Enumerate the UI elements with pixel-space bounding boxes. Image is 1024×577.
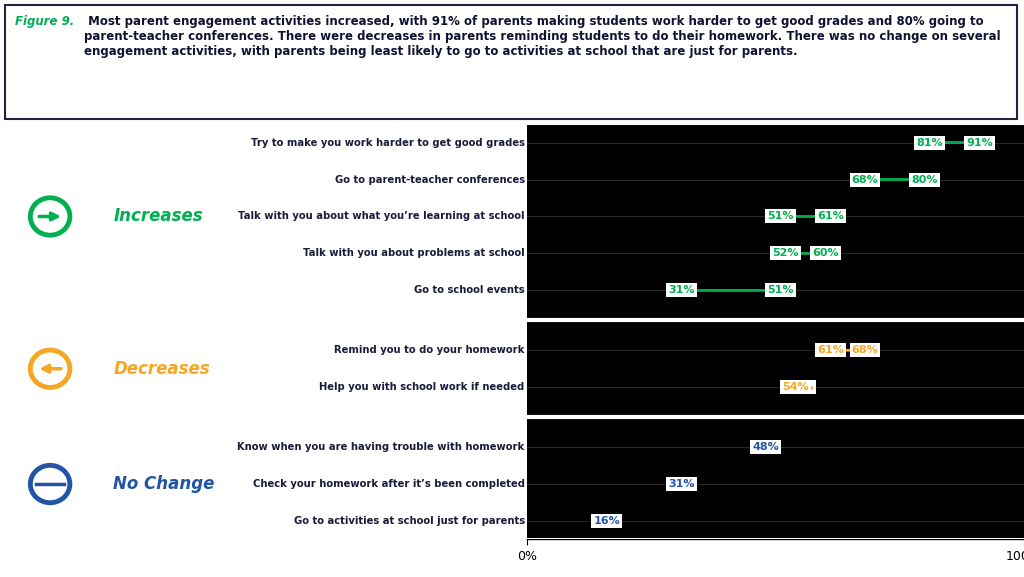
Text: 31%: 31%	[668, 286, 694, 295]
Text: Check your homework after it’s been completed: Check your homework after it’s been comp…	[253, 479, 524, 489]
Text: Go to parent-teacher conferences: Go to parent-teacher conferences	[335, 174, 524, 185]
Text: 91%: 91%	[966, 137, 992, 148]
Text: 61%: 61%	[817, 212, 844, 222]
Text: 31%: 31%	[668, 479, 694, 489]
Text: 81%: 81%	[916, 137, 943, 148]
Text: 51%: 51%	[767, 286, 794, 295]
Text: Try to make you work harder to get good grades: Try to make you work harder to get good …	[251, 137, 524, 148]
Text: 16%: 16%	[594, 516, 621, 526]
Text: 60%: 60%	[812, 249, 839, 258]
Text: Go to activities at school just for parents: Go to activities at school just for pare…	[294, 516, 524, 526]
Text: Decreases: Decreases	[114, 359, 210, 378]
Ellipse shape	[31, 465, 70, 503]
Text: 61%: 61%	[817, 345, 844, 355]
Ellipse shape	[31, 350, 70, 387]
Text: 51%: 51%	[767, 212, 794, 222]
Text: Increases: Increases	[114, 208, 203, 226]
Text: Figure 9.: Figure 9.	[15, 15, 75, 28]
Text: 48%: 48%	[753, 442, 779, 452]
Text: No Change: No Change	[114, 475, 215, 493]
Text: 54%: 54%	[782, 382, 809, 392]
FancyBboxPatch shape	[5, 5, 1017, 119]
Text: 68%: 68%	[852, 345, 879, 355]
Text: Know when you are having trouble with homework: Know when you are having trouble with ho…	[238, 442, 524, 452]
Text: Talk with you about what you’re learning at school: Talk with you about what you’re learning…	[239, 212, 524, 222]
Text: Help you with school work if needed: Help you with school work if needed	[319, 382, 524, 392]
Text: 52%: 52%	[772, 249, 799, 258]
Text: Remind you to do your homework: Remind you to do your homework	[335, 345, 524, 355]
Ellipse shape	[31, 198, 70, 235]
Text: 68%: 68%	[852, 174, 879, 185]
Text: 55%: 55%	[787, 382, 814, 392]
Text: Talk with you about problems at school: Talk with you about problems at school	[303, 249, 524, 258]
Text: Go to school events: Go to school events	[414, 286, 524, 295]
Text: 80%: 80%	[911, 174, 938, 185]
Text: Most parent engagement activities increased, with 91% of parents making students: Most parent engagement activities increa…	[84, 15, 1000, 58]
